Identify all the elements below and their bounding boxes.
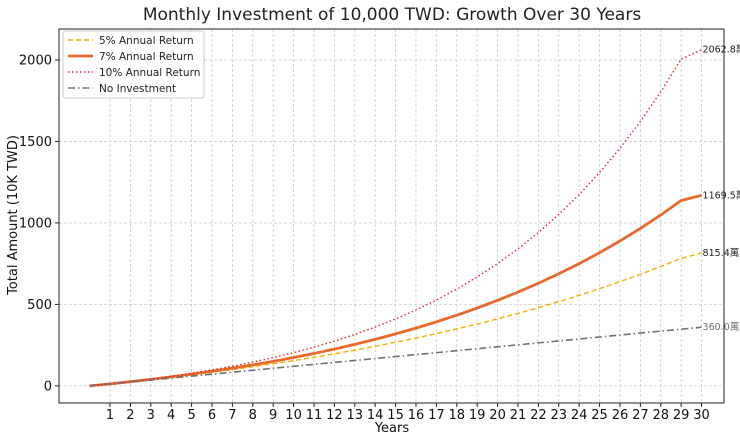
x-tick-label: 17 xyxy=(428,408,445,423)
legend-box xyxy=(62,30,205,99)
series-line-1 xyxy=(89,193,702,388)
legend-label-2: 10% Annual Return xyxy=(99,67,200,79)
x-tick-label: 20 xyxy=(489,408,506,423)
x-tick-label: 30 xyxy=(693,408,710,423)
x-tick-label: 26 xyxy=(612,408,629,423)
x-tick-label: 6 xyxy=(208,408,216,423)
legend: 5% Annual Return 7% Annual Return 10% Annu… xyxy=(62,30,205,99)
x-axis-label: Years xyxy=(374,421,410,436)
plot-frame xyxy=(58,28,725,404)
x-tick-label: 9 xyxy=(269,408,277,423)
x-tick-label: 8 xyxy=(249,408,257,423)
y-tick-label: 1500 xyxy=(19,135,52,150)
x-tick-label: 28 xyxy=(652,408,669,423)
x-tick-label: 18 xyxy=(449,408,466,423)
x-tick-label: 25 xyxy=(591,408,608,423)
ticks: 1 2 3 4 5 6 7 8 9 10 11 12 13 14 15 16 17 18 19 20 21 22 23 24 2… xyxy=(19,53,710,423)
series-end-label-2: 2062.8萬 xyxy=(703,44,740,56)
series-layer: 815.4萬 1169.5萬 2062.8萬 360.0萬 xyxy=(89,44,740,388)
x-tick-label: 13 xyxy=(347,408,364,423)
y-axis-label: Total Amount (10K TWD) xyxy=(6,135,21,296)
series-line-3 xyxy=(89,326,702,387)
x-tick-label: 5 xyxy=(187,408,195,423)
y-tick-label: 2000 xyxy=(19,53,52,68)
x-tick-label: 23 xyxy=(550,408,567,423)
x-tick-label: 2 xyxy=(126,408,134,423)
x-tick-label: 12 xyxy=(326,408,343,423)
x-tick-label: 15 xyxy=(387,408,404,423)
x-tick-label: 19 xyxy=(469,408,486,423)
chart-title: Monthly Investment of 10,000 TWD: Growth… xyxy=(143,5,642,25)
y-tick-label: 500 xyxy=(27,298,52,313)
y-tick-label: 0 xyxy=(44,379,52,394)
x-tick-label: 24 xyxy=(571,408,588,423)
series-end-label-1: 1169.5萬 xyxy=(703,189,740,201)
series-line-0 xyxy=(89,252,702,387)
x-tick-label: 14 xyxy=(367,408,384,423)
legend-label-1: 7% Annual Return xyxy=(99,51,194,63)
x-tick-label: 10 xyxy=(285,408,302,423)
x-tick-label: 11 xyxy=(306,408,323,423)
x-tick-label: 22 xyxy=(530,408,547,423)
x-tick-label: 3 xyxy=(147,408,155,423)
x-tick-label: 21 xyxy=(510,408,527,423)
x-tick-label: 4 xyxy=(167,408,175,423)
series-end-label-3: 360.0萬 xyxy=(703,321,740,333)
series-end-label-0: 815.4萬 xyxy=(703,247,740,259)
y-tick-label: 1000 xyxy=(19,216,52,231)
x-tick-label: 27 xyxy=(632,408,649,423)
legend-label-0: 5% Annual Return xyxy=(99,35,194,47)
x-tick-label: 1 xyxy=(106,408,114,423)
legend-label-3: No Investment xyxy=(99,83,176,95)
x-tick-label: 7 xyxy=(228,408,236,423)
x-tick-label: 29 xyxy=(673,408,690,423)
x-tick-label: 16 xyxy=(408,408,425,423)
